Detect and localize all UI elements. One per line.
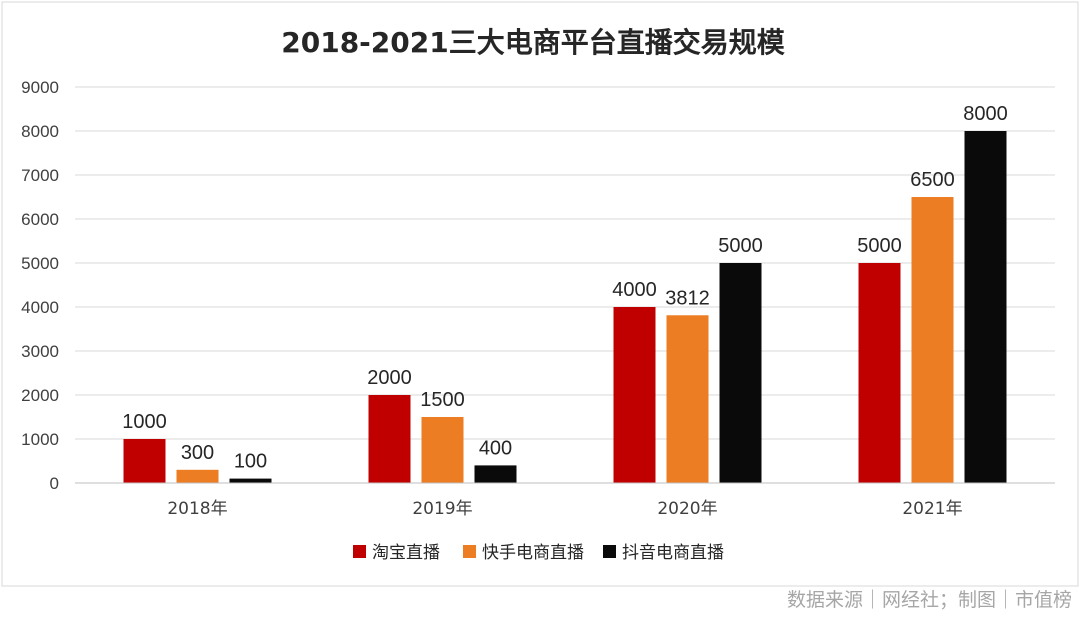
x-axis-categories: 2018年 2019年 2020年 2021年 xyxy=(167,499,962,519)
x-category-label: 2021年 xyxy=(902,499,962,519)
data-labels: 1000 300 100 2000 1500 400 4000 3812 5000 5000 650… xyxy=(122,103,1008,473)
data-label: 100 xyxy=(234,451,267,473)
bar xyxy=(719,263,762,483)
bar xyxy=(613,307,656,483)
bars xyxy=(123,131,1007,483)
data-label: 1500 xyxy=(420,389,465,411)
bar xyxy=(229,478,272,483)
data-label: 8000 xyxy=(963,103,1008,125)
bar xyxy=(858,263,901,483)
y-tick-label: 5000 xyxy=(21,254,59,273)
legend-label: 快手电商直播 xyxy=(482,543,584,563)
data-label: 5000 xyxy=(718,235,763,257)
bar xyxy=(368,395,411,483)
legend: 淘宝直播 快手电商直播 抖音电商直播 xyxy=(353,543,724,563)
source-note: 数据来源｜网经社；制图｜市值榜 xyxy=(787,589,1072,611)
chart-title: 2018-2021三大电商平台直播交易规模 xyxy=(281,26,785,59)
bar xyxy=(421,417,464,483)
x-category-label: 2020年 xyxy=(657,499,717,519)
bar xyxy=(176,469,219,483)
legend-label: 抖音电商直播 xyxy=(622,543,724,563)
legend-swatch xyxy=(353,545,366,558)
data-label: 3812 xyxy=(665,287,710,309)
data-label: 400 xyxy=(479,437,512,459)
y-tick-label: 6000 xyxy=(21,210,59,229)
y-tick-label: 3000 xyxy=(21,342,59,361)
data-label: 6500 xyxy=(910,169,955,191)
legend-label: 淘宝直播 xyxy=(372,543,440,563)
y-tick-label: 4000 xyxy=(21,298,59,317)
data-label: 2000 xyxy=(367,367,412,389)
y-tick-label: 8000 xyxy=(21,122,59,141)
data-label: 5000 xyxy=(857,235,902,257)
legend-swatch xyxy=(463,545,476,558)
y-tick-label: 2000 xyxy=(21,386,59,405)
bar xyxy=(911,197,954,483)
y-tick-label: 7000 xyxy=(21,166,59,185)
bar xyxy=(964,131,1007,483)
bar xyxy=(474,465,517,483)
x-category-label: 2019年 xyxy=(412,499,472,519)
data-label: 4000 xyxy=(612,279,657,301)
x-category-label: 2018年 xyxy=(167,499,227,519)
y-tick-label: 0 xyxy=(50,474,59,493)
bar xyxy=(123,439,166,483)
y-tick-label: 1000 xyxy=(21,430,59,449)
bar xyxy=(666,315,709,483)
legend-swatch xyxy=(603,545,616,558)
y-axis-ticks: 0 1000 2000 3000 4000 5000 6000 7000 8000 9000 xyxy=(21,78,59,493)
data-label: 1000 xyxy=(122,411,167,433)
y-tick-label: 9000 xyxy=(21,78,59,97)
data-label: 300 xyxy=(181,442,214,464)
